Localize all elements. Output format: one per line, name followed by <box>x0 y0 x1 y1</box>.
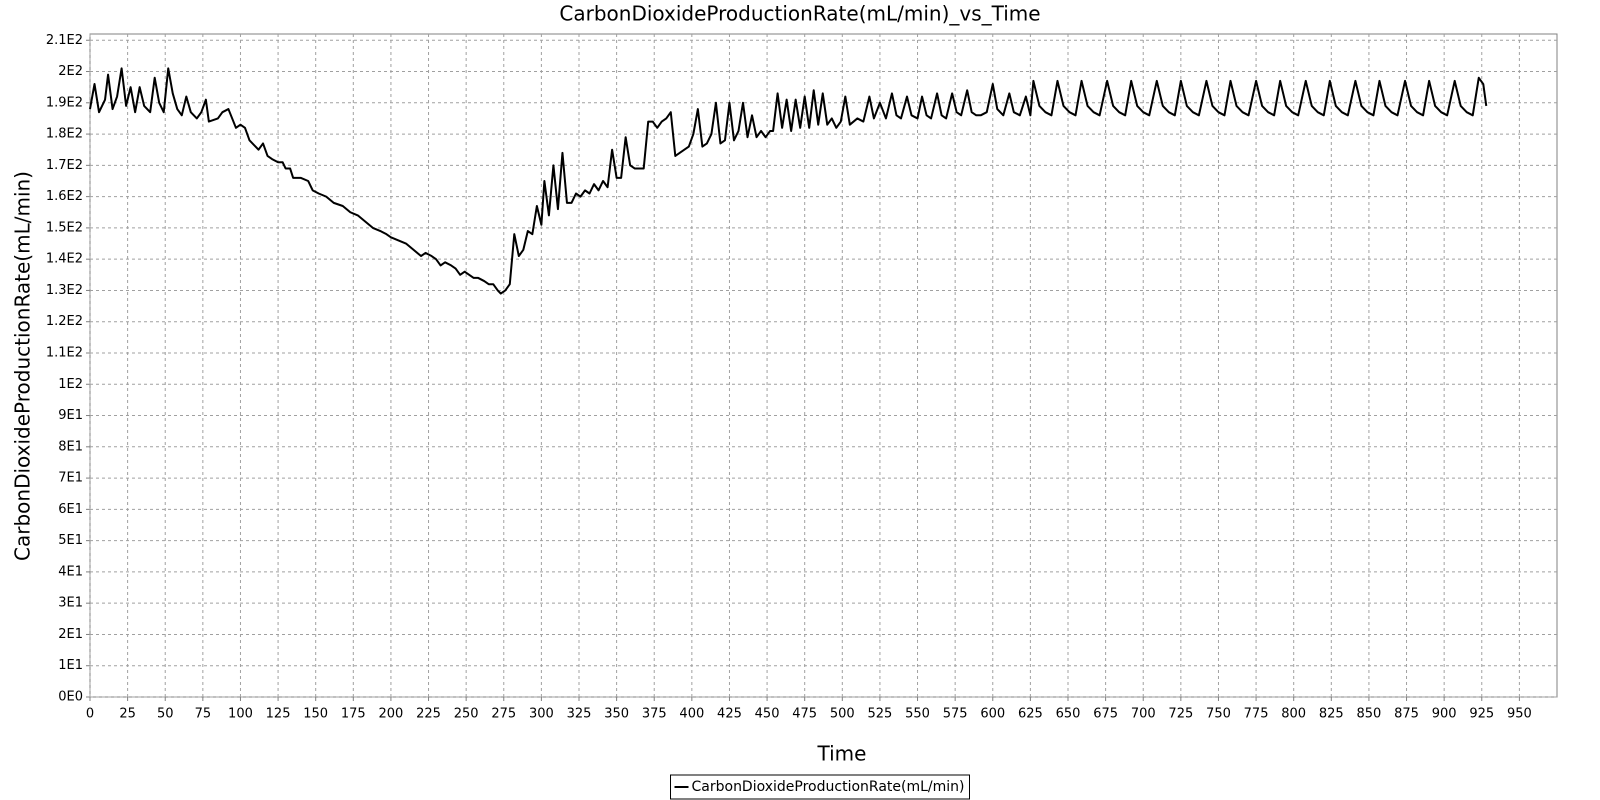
y-tick-label: 3E1 <box>58 596 83 611</box>
x-tick-label: 275 <box>491 707 516 722</box>
x-axis-label: Time <box>817 742 867 766</box>
x-tick-label: 650 <box>1056 707 1081 722</box>
x-tick-label: 725 <box>1168 707 1193 722</box>
x-tick-label: 850 <box>1357 707 1382 722</box>
x-tick-label: 675 <box>1093 707 1118 722</box>
data-line <box>89 67 1488 295</box>
y-tick-label: 1.2E2 <box>46 314 83 329</box>
x-tick-label: 325 <box>567 707 592 722</box>
x-tick-label: 75 <box>195 707 212 722</box>
x-tick-label: 50 <box>157 707 174 722</box>
x-tick-label: 425 <box>717 707 742 722</box>
x-tick-label: 600 <box>980 707 1005 722</box>
x-tick-label: 375 <box>642 707 667 722</box>
chart-title: CarbonDioxideProductionRate(mL/min)_vs_T… <box>559 2 1040 26</box>
y-tick-label: 1.4E2 <box>46 252 83 267</box>
x-tick-label: 525 <box>868 707 893 722</box>
x-tick-label: 775 <box>1244 707 1269 722</box>
x-tick-label: 900 <box>1432 707 1457 722</box>
x-tick-label: 700 <box>1131 707 1156 722</box>
y-tick-label: 8E1 <box>58 439 83 454</box>
x-tick-label: 950 <box>1507 707 1532 722</box>
x-tick-label: 875 <box>1394 707 1419 722</box>
y-tick-label: 5E1 <box>58 533 83 548</box>
x-tick-label: 250 <box>454 707 479 722</box>
y-tick-label: 0E0 <box>58 690 83 705</box>
y-tick-label: 1.5E2 <box>46 220 83 235</box>
y-tick-label: 4E1 <box>58 564 83 579</box>
x-tick-label: 825 <box>1319 707 1344 722</box>
x-tick-label: 575 <box>943 707 968 722</box>
x-tick-label: 125 <box>266 707 291 722</box>
y-tick-label: 9E1 <box>58 408 83 423</box>
x-tick-label: 550 <box>905 707 930 722</box>
x-tick-label: 100 <box>228 707 253 722</box>
y-tick-label: 1.3E2 <box>46 283 83 298</box>
x-tick-label: 625 <box>1018 707 1043 722</box>
y-tick-label: 7E1 <box>58 471 83 486</box>
x-tick-label: 750 <box>1206 707 1231 722</box>
y-tick-label: 1.8E2 <box>46 127 83 142</box>
x-tick-label: 350 <box>604 707 629 722</box>
y-tick-label: 6E1 <box>58 502 83 517</box>
x-tick-label: 150 <box>303 707 328 722</box>
y-tick-label: 2E2 <box>58 64 83 79</box>
x-tick-label: 0 <box>86 707 94 722</box>
y-tick-label: 1E1 <box>58 658 83 673</box>
legend-label: CarbonDioxideProductionRate(mL/min) <box>692 779 965 795</box>
x-tick-label: 800 <box>1281 707 1306 722</box>
legend: CarbonDioxideProductionRate(mL/min) <box>670 774 970 800</box>
y-tick-label: 1.6E2 <box>46 189 83 204</box>
y-tick-label: 2.1E2 <box>46 33 83 48</box>
x-tick-label: 475 <box>792 707 817 722</box>
y-tick-label: 2E1 <box>58 627 83 642</box>
x-tick-label: 300 <box>529 707 554 722</box>
x-tick-label: 450 <box>755 707 780 722</box>
legend-box <box>670 774 970 800</box>
plot-area <box>89 33 1558 698</box>
x-tick-label: 25 <box>119 707 136 722</box>
y-tick-label: 1.1E2 <box>46 345 83 360</box>
y-tick-label: 1.7E2 <box>46 158 83 173</box>
x-tick-label: 175 <box>341 707 366 722</box>
x-tick-label: 200 <box>379 707 404 722</box>
x-tick-label: 225 <box>416 707 441 722</box>
y-tick-label: 1E2 <box>58 377 83 392</box>
x-tick-label: 925 <box>1469 707 1494 722</box>
y-tick-label: 1.9E2 <box>46 95 83 110</box>
x-tick-label: 500 <box>830 707 855 722</box>
x-tick-label: 400 <box>679 707 704 722</box>
y-axis-label: CarbonDioxideProductionRate(mL/min) <box>11 171 35 561</box>
